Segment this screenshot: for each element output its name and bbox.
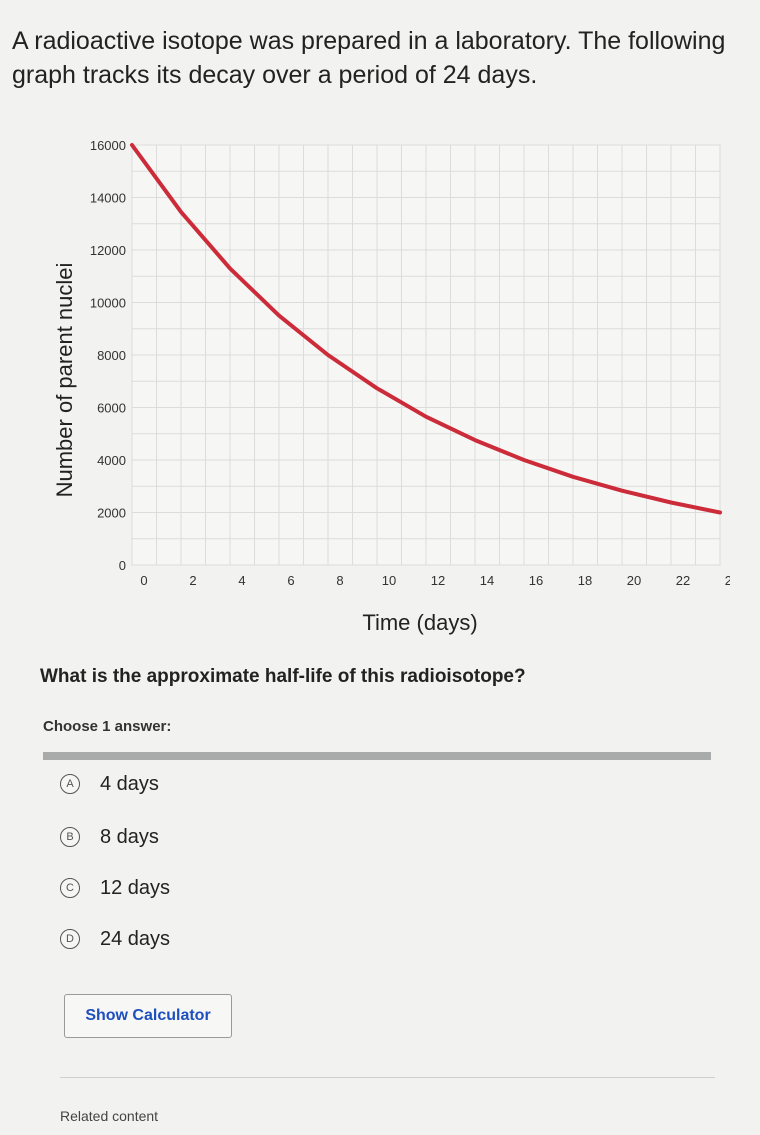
- y-tick-label: 4000: [97, 453, 126, 468]
- x-tick-label: 16: [529, 573, 543, 588]
- choice-c[interactable]: C 12 days: [60, 873, 170, 903]
- footer-divider: [60, 1077, 715, 1078]
- y-tick-label: 0: [119, 558, 126, 573]
- x-axis-label: Time (days): [362, 610, 477, 635]
- choice-d[interactable]: D 24 days: [60, 924, 170, 954]
- y-tick-label: 16000: [90, 138, 126, 153]
- x-tick-label: 14: [480, 573, 494, 588]
- choice-c-label: 12 days: [100, 876, 171, 899]
- x-tick-label: 8: [336, 573, 343, 588]
- choose-label: Choose 1 answer:: [43, 718, 172, 735]
- choice-a-radio-icon[interactable]: A: [60, 774, 80, 794]
- y-tick-label: 2000: [97, 506, 126, 521]
- x-tick-label: 12: [431, 573, 445, 588]
- x-tick-label: 10: [382, 573, 396, 588]
- x-tick-label: 6: [287, 573, 294, 588]
- y-tick-label: 8000: [97, 348, 126, 363]
- choice-d-label: 24 days: [100, 927, 171, 950]
- question-text: A radioactive isotope was prepared in a …: [12, 27, 726, 89]
- x-tick-label: 18: [578, 573, 592, 588]
- choice-b-radio-icon[interactable]: B: [60, 827, 80, 847]
- choice-c-radio-icon[interactable]: C: [60, 878, 80, 898]
- x-tick-label: 0: [140, 573, 147, 588]
- x-tick-label: 22: [676, 573, 690, 588]
- y-axis-label: Number of parent nuclei: [52, 263, 77, 498]
- show-calculator-button[interactable]: Show Calculator: [64, 994, 232, 1038]
- y-tick-labels: 0 2000 4000 6000 8000 10000 12000 14000 16000: [90, 138, 126, 573]
- x-tick-label: 4: [238, 573, 245, 588]
- question-prompt: What is the approximate half-life of thi…: [40, 666, 526, 687]
- chart-series: [130, 143, 722, 515]
- y-tick-label: 14000: [90, 191, 126, 206]
- divider: [43, 752, 711, 760]
- y-tick-label: 6000: [97, 401, 126, 416]
- decay-curve-line: [130, 143, 722, 515]
- choice-a[interactable]: A 4 days: [60, 769, 159, 799]
- x-tick-label: 20: [627, 573, 641, 588]
- choice-b[interactable]: B 8 days: [60, 822, 159, 852]
- y-tick-label: 12000: [90, 243, 126, 258]
- x-tick-label: 24: [725, 573, 730, 588]
- x-tick-label: 2: [189, 573, 196, 588]
- choice-d-radio-icon[interactable]: D: [60, 929, 80, 949]
- y-tick-label: 10000: [90, 296, 126, 311]
- choice-a-label: 4 days: [100, 772, 159, 795]
- related-content-label: Related content: [60, 1108, 159, 1124]
- choice-b-label: 8 days: [100, 825, 159, 848]
- chart-grid: [131, 144, 721, 566]
- decay-chart: 0 2000 4000 6000 8000 10000 12000 14000 16000 0 2…: [40, 130, 730, 650]
- decay-chart-svg: 0 2000 4000 6000 8000 10000 12000 14000 16000 0 2…: [52, 138, 730, 635]
- x-tick-labels: 024681012141618202224: [140, 573, 730, 588]
